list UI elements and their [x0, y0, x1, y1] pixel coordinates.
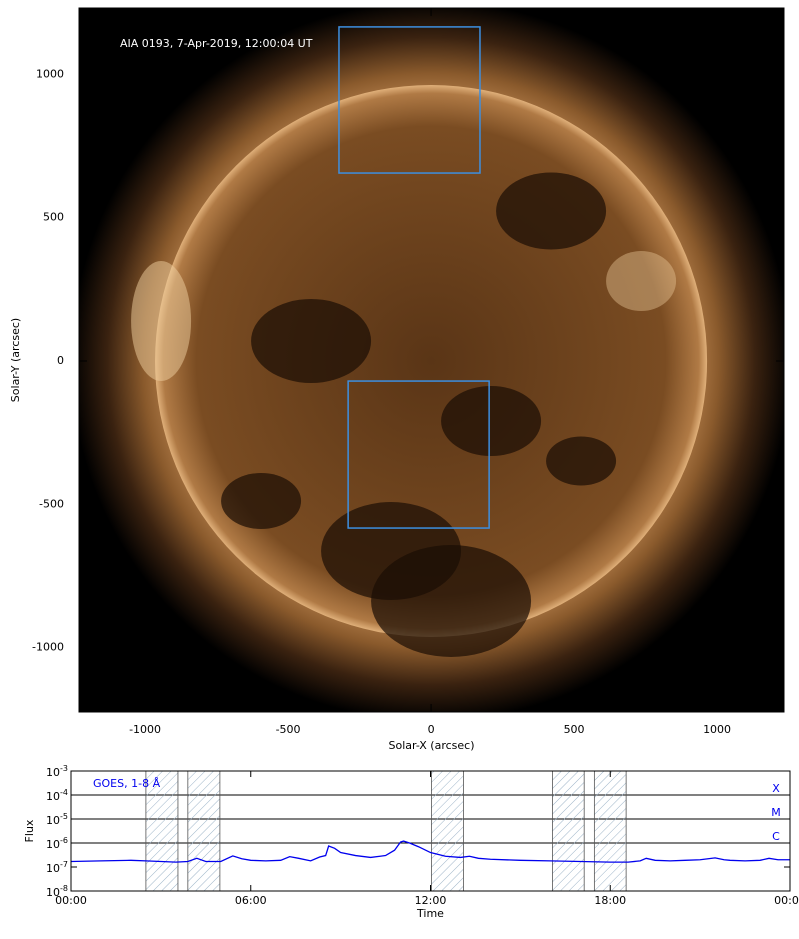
- y-tick-exponent: -7: [60, 860, 68, 869]
- y-tick-base: 10: [46, 766, 60, 779]
- level-label: M: [771, 806, 781, 819]
- y-tick-exponent: -4: [60, 788, 68, 797]
- y-tick-base: 10: [46, 862, 60, 875]
- x-tick-label: 00:00: [55, 894, 87, 907]
- y-tick-label: 10-4: [46, 788, 68, 804]
- x-tick-label: 1000: [703, 723, 731, 736]
- y-tick-label: 10-3: [46, 764, 68, 780]
- y-tick-label: 10-7: [46, 860, 68, 876]
- y-tick-exponent: -8: [60, 884, 68, 893]
- y-axis-label: Flux: [23, 819, 36, 842]
- y-tick-base: 10: [46, 886, 60, 899]
- y-tick-label: -1000: [32, 641, 64, 654]
- y-tick-exponent: -6: [60, 836, 68, 845]
- x-tick-label: 500: [564, 723, 585, 736]
- coronal-hole: [546, 436, 617, 486]
- series-line: [70, 840, 790, 863]
- bright-limb: [131, 261, 192, 382]
- annotation: AIA 0193, 7-Apr-2019, 12:00:04 UT: [120, 37, 313, 50]
- y-tick-base: 10: [46, 790, 60, 803]
- y-tick-base: 10: [46, 814, 60, 827]
- y-tick-base: 10: [46, 838, 60, 851]
- coronal-hole: [221, 473, 302, 530]
- y-tick-label: 10-5: [46, 812, 68, 828]
- y-tick-exponent: -5: [60, 812, 68, 821]
- coronal-hole: [496, 172, 607, 250]
- x-axis-label: Solar-X (arcsec): [389, 739, 475, 752]
- coronal-hole: [371, 545, 532, 658]
- y-tick-label: 10-6: [46, 836, 68, 852]
- legend-label: GOES, 1-8 Å: [93, 777, 161, 790]
- interval: [187, 770, 221, 892]
- y-axis-label: Solar-Y (arcsec): [9, 318, 22, 402]
- interval: [552, 770, 585, 892]
- region-box: [347, 380, 490, 529]
- interval: [593, 770, 627, 892]
- plot-frame: [70, 770, 791, 892]
- x-tick-label: 06:00: [235, 894, 267, 907]
- x-tick-label: -500: [276, 723, 301, 736]
- x-tick-label: 0: [428, 723, 435, 736]
- y-tick-label: 1000: [36, 67, 64, 80]
- y-tick-exponent: -3: [60, 764, 68, 773]
- y-tick-label: 10-8: [46, 884, 68, 900]
- y-tick-label: -500: [39, 497, 64, 510]
- x-axis-label: Time: [416, 907, 444, 920]
- level-label: C: [772, 830, 780, 843]
- y-tick-label: 500: [43, 211, 64, 224]
- x-tick-label: 12:00: [415, 894, 447, 907]
- x-tick-label: -1000: [129, 723, 161, 736]
- region-box: [338, 26, 481, 174]
- coronal-hole: [441, 386, 542, 457]
- level-label: X: [772, 782, 780, 795]
- y-tick-label: 0: [57, 354, 64, 367]
- interval: [430, 770, 464, 892]
- x-tick-label: 18:00: [594, 894, 626, 907]
- interval: [145, 770, 179, 892]
- x-tick-label: 00:00: [774, 894, 799, 907]
- coronal-hole: [251, 299, 372, 384]
- bright-region: [606, 251, 677, 312]
